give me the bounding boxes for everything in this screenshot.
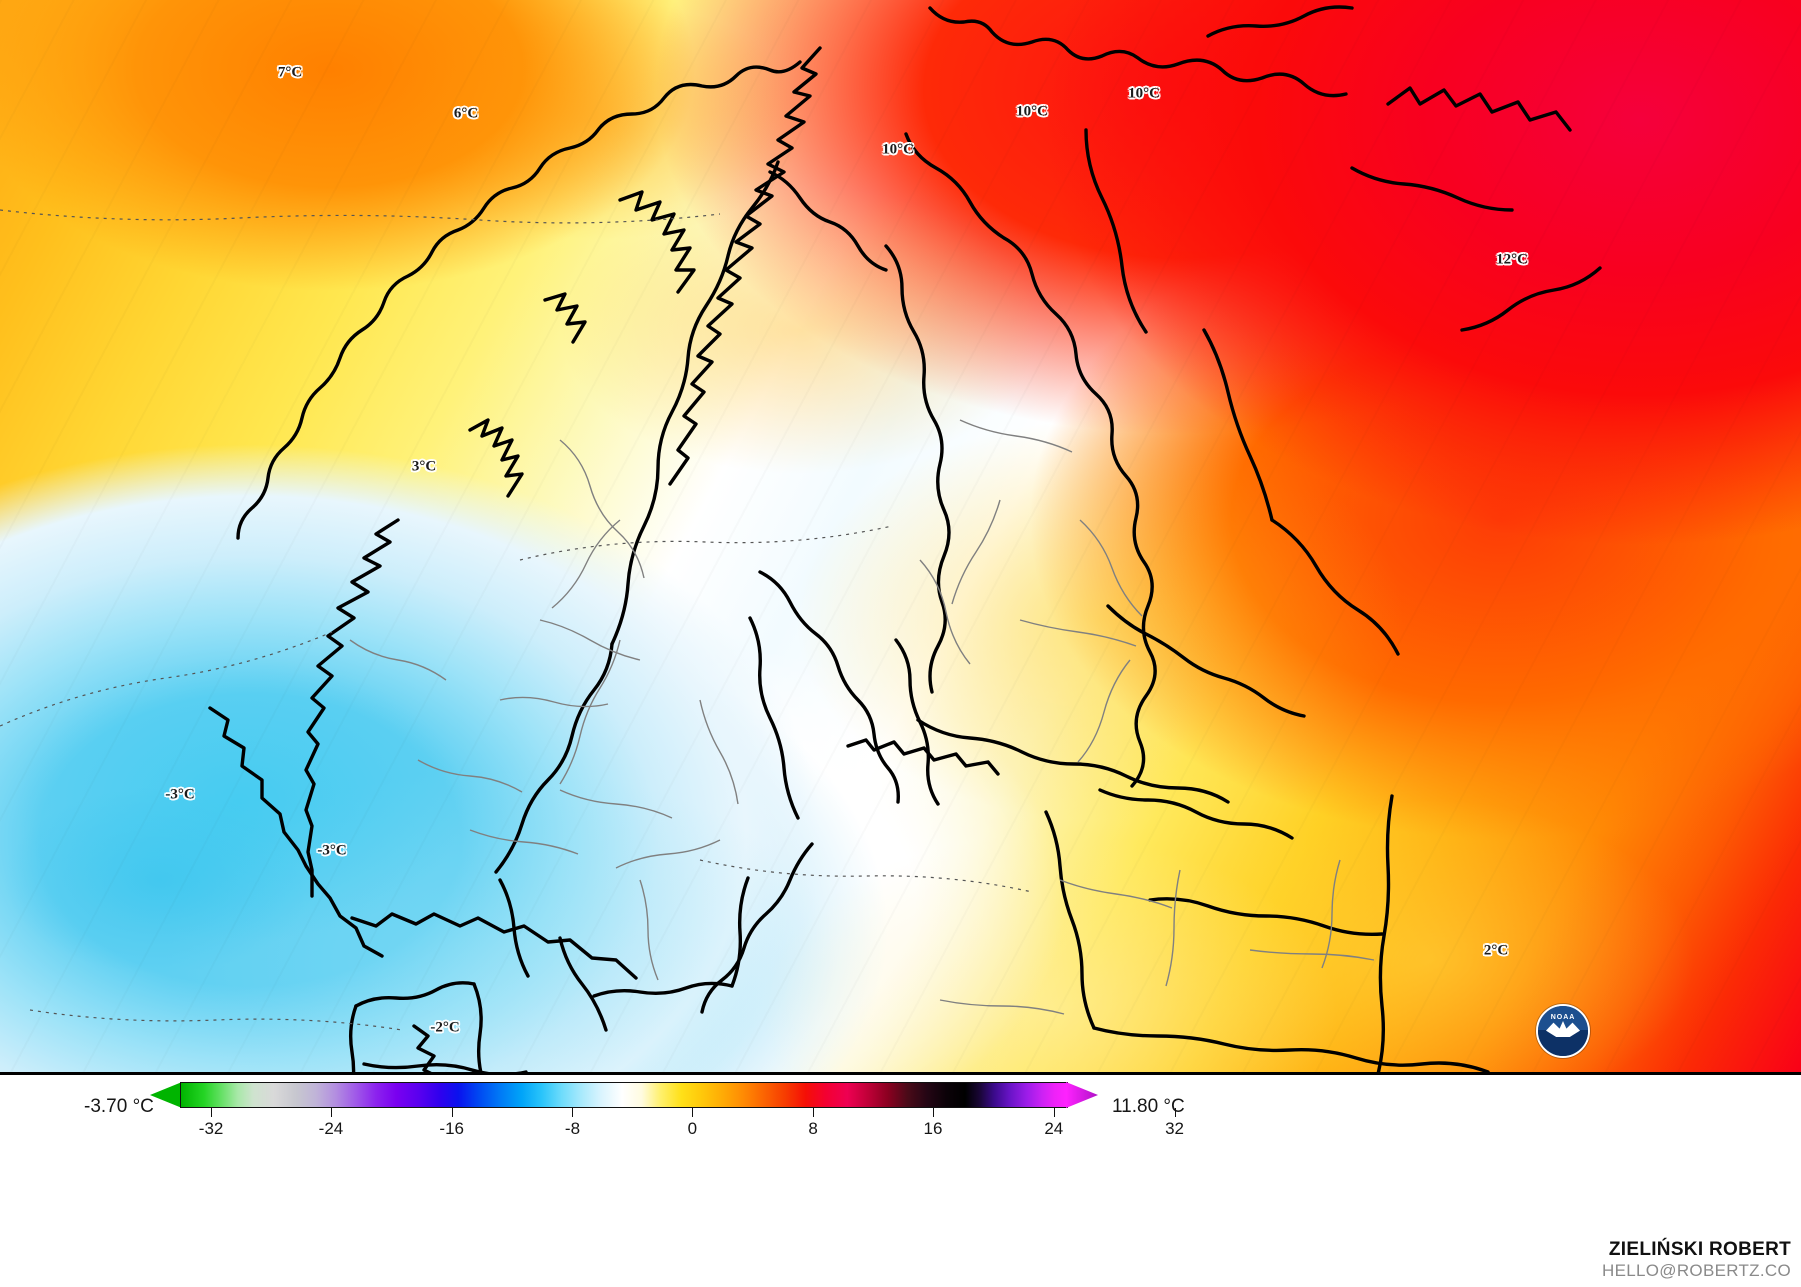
colorbar-tick bbox=[330, 1108, 332, 1117]
colorbar-tick-label: 8 bbox=[808, 1119, 818, 1138]
attribution-email[interactable]: HELLO@ROBERTZ.CO bbox=[1602, 1261, 1791, 1281]
map-panel[interactable]: 7°C 6°C 10°C 10°C 10°C 12°C 3°C -3°C -3°C 2°C -2°C… bbox=[0, 0, 1801, 1075]
contour-step-edges bbox=[0, 0, 1801, 1072]
noaa-logo-icon: NOAA bbox=[1536, 1004, 1590, 1058]
colorbar-tick bbox=[813, 1108, 815, 1117]
colorbar-tick bbox=[451, 1108, 453, 1117]
attribution: ZIELIŃSKI ROBERT HELLO@ROBERTZ.CO bbox=[1602, 1238, 1791, 1282]
colorbar-tick-label: -8 bbox=[564, 1119, 581, 1138]
colorbar-tick-label: -24 bbox=[318, 1119, 344, 1138]
colorbar-tick bbox=[692, 1108, 694, 1117]
colorbar-underflow-cap bbox=[150, 1082, 182, 1108]
legend-panel bbox=[0, 1078, 1801, 1287]
noaa-logo-bird bbox=[1546, 1021, 1580, 1037]
colorbar[interactable]: -32 -24 -16 -8 0 8 16 24 32 bbox=[150, 1078, 1184, 1138]
colorbar-overflow-cap bbox=[1066, 1082, 1098, 1108]
colorbar-min-value: -3.70 °C bbox=[84, 1096, 154, 1117]
colorbar-max-value: 11.80 °C bbox=[1112, 1096, 1185, 1117]
colorbar-tick bbox=[933, 1108, 935, 1117]
colorbar-gradient[interactable] bbox=[180, 1082, 1068, 1108]
colorbar-tick-label: 16 bbox=[923, 1119, 943, 1138]
colorbar-tick-label: 24 bbox=[1044, 1119, 1064, 1138]
colorbar-tick bbox=[211, 1108, 213, 1117]
colorbar-tick bbox=[572, 1108, 574, 1117]
map-vector-overlay bbox=[0, 5, 1602, 1072]
colorbar-tick-label: -16 bbox=[439, 1119, 465, 1138]
colorbar-tick bbox=[1053, 1108, 1055, 1117]
colorbar-tick-label: -32 bbox=[198, 1119, 224, 1138]
colorbar-tick-label: 32 bbox=[1165, 1119, 1185, 1138]
colorbar-tick bbox=[1174, 1108, 1176, 1117]
colorbar-tick-label: 0 bbox=[687, 1119, 698, 1138]
temperature-field-bands bbox=[0, 0, 1801, 1072]
noaa-logo-text: NOAA bbox=[1550, 1014, 1576, 1021]
attribution-author: ZIELIŃSKI ROBERT bbox=[1608, 1239, 1791, 1260]
